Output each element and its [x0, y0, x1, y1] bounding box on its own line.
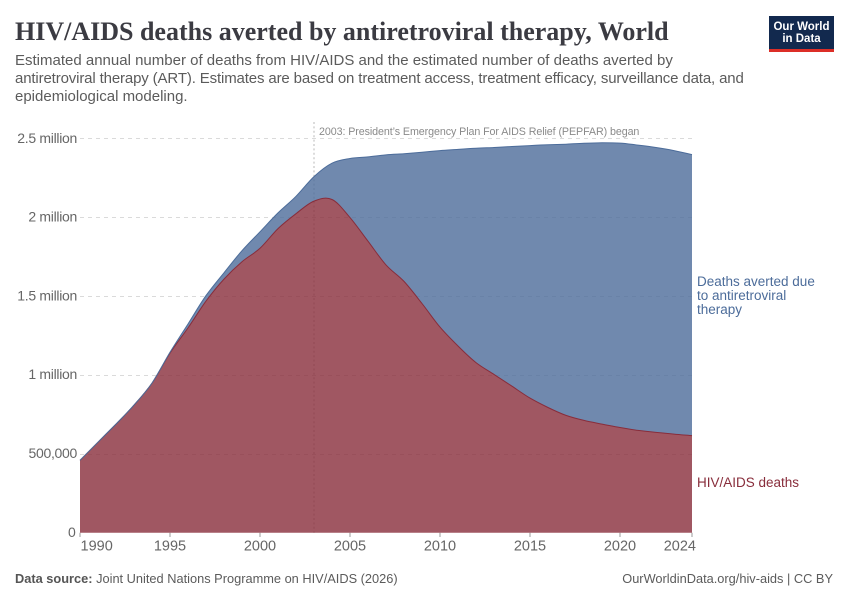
- svg-text:1995: 1995: [154, 539, 186, 555]
- svg-text:2003: President’s Emergency Pl: 2003: President’s Emergency Plan For AID…: [319, 126, 639, 138]
- svg-text:HIV/AIDS deaths: HIV/AIDS deaths: [697, 475, 799, 490]
- svg-text:2010: 2010: [424, 539, 456, 555]
- svg-text:2020: 2020: [604, 539, 636, 555]
- svg-text:2000: 2000: [244, 539, 276, 555]
- svg-text:2 million: 2 million: [28, 209, 77, 225]
- svg-text:2005: 2005: [334, 539, 366, 555]
- svg-text:1.5 million: 1.5 million: [17, 287, 77, 303]
- svg-text:500,000: 500,000: [28, 445, 77, 461]
- svg-text:2.5 million: 2.5 million: [17, 130, 77, 146]
- svg-text:2015: 2015: [514, 539, 546, 555]
- svg-text:2024: 2024: [664, 539, 696, 555]
- svg-text:1 million: 1 million: [28, 366, 77, 382]
- svg-text:1990: 1990: [81, 539, 113, 555]
- svg-text:0: 0: [68, 524, 76, 540]
